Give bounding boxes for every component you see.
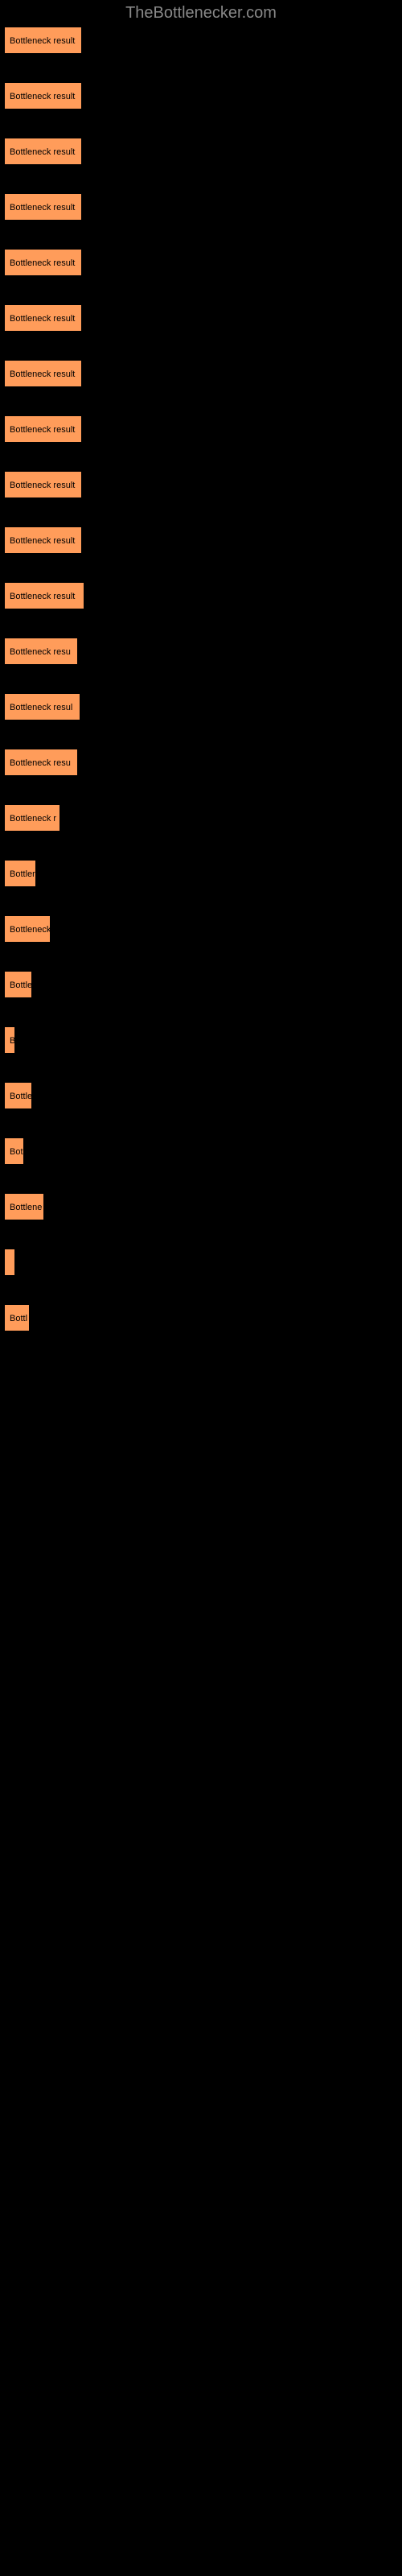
chart-bar: Bottleneck result bbox=[4, 249, 82, 276]
bar-row: Bottler bbox=[4, 860, 398, 891]
bar-row: Bottleneck result bbox=[4, 138, 398, 169]
bar-row: Bottleneck resul bbox=[4, 693, 398, 724]
chart-bar: Bottleneck result bbox=[4, 193, 82, 221]
bar-row: Bottleneck result bbox=[4, 249, 398, 280]
chart-bar: Bottleneck result bbox=[4, 582, 84, 609]
bar-row: Bottleneck resu bbox=[4, 638, 398, 669]
bar-row: Bot bbox=[4, 1137, 398, 1169]
chart-bar: Bottleneck result bbox=[4, 360, 82, 387]
chart-bar: Bottleneck resu bbox=[4, 638, 78, 665]
chart-bar: Bottleneck bbox=[4, 915, 51, 943]
bar-chart: Bottleneck result Bottleneck result Bottle… bbox=[0, 27, 402, 1335]
chart-bar: Bottleneck result bbox=[4, 526, 82, 554]
bar-row: Bottleneck result bbox=[4, 471, 398, 502]
chart-bar: Bot bbox=[4, 1137, 24, 1165]
chart-bar: Bottle bbox=[4, 1082, 32, 1109]
bar-row: B bbox=[4, 1026, 398, 1058]
bar-row: Bottlene bbox=[4, 1193, 398, 1224]
chart-bar: Bottler bbox=[4, 860, 36, 887]
chart-bar: Bottleneck result bbox=[4, 138, 82, 165]
chart-bar: Bottleneck r bbox=[4, 804, 60, 832]
chart-bar: Bottl bbox=[4, 1304, 30, 1331]
bar-row: Bottleneck r bbox=[4, 804, 398, 836]
bar-row: Bottleneck result bbox=[4, 526, 398, 558]
bar-row: Bottleneck result bbox=[4, 582, 398, 613]
chart-bar: Bottleneck resu bbox=[4, 749, 78, 776]
bar-row: Bottleneck result bbox=[4, 415, 398, 447]
chart-bar: Bottleneck result bbox=[4, 415, 82, 443]
bar-row: Bottleneck result bbox=[4, 304, 398, 336]
chart-bar: Bottle bbox=[4, 971, 32, 998]
bar-row: Bottl bbox=[4, 1304, 398, 1335]
bar-row: Bottle bbox=[4, 971, 398, 1002]
chart-bar: Bottleneck result bbox=[4, 471, 82, 498]
bar-row: Bottleneck result bbox=[4, 27, 398, 58]
chart-bar: Bottleneck result bbox=[4, 82, 82, 109]
chart-bar: Bottleneck resul bbox=[4, 693, 80, 720]
chart-bar bbox=[4, 1249, 15, 1276]
bar-row: Bottleneck resu bbox=[4, 749, 398, 780]
watermark-text: TheBottlenecker.com bbox=[0, 0, 402, 27]
chart-bar: Bottleneck result bbox=[4, 304, 82, 332]
bar-row bbox=[4, 1249, 398, 1280]
chart-bar: Bottleneck result bbox=[4, 27, 82, 54]
bar-row: Bottleneck result bbox=[4, 193, 398, 225]
bar-row: Bottleneck result bbox=[4, 360, 398, 391]
bar-row: Bottle bbox=[4, 1082, 398, 1113]
chart-bar: B bbox=[4, 1026, 15, 1054]
bar-row: Bottleneck bbox=[4, 915, 398, 947]
chart-bar: Bottlene bbox=[4, 1193, 44, 1220]
bar-row: Bottleneck result bbox=[4, 82, 398, 114]
